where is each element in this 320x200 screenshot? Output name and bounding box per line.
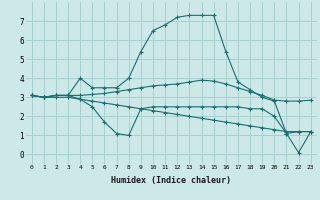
X-axis label: Humidex (Indice chaleur): Humidex (Indice chaleur) [111, 176, 231, 185]
